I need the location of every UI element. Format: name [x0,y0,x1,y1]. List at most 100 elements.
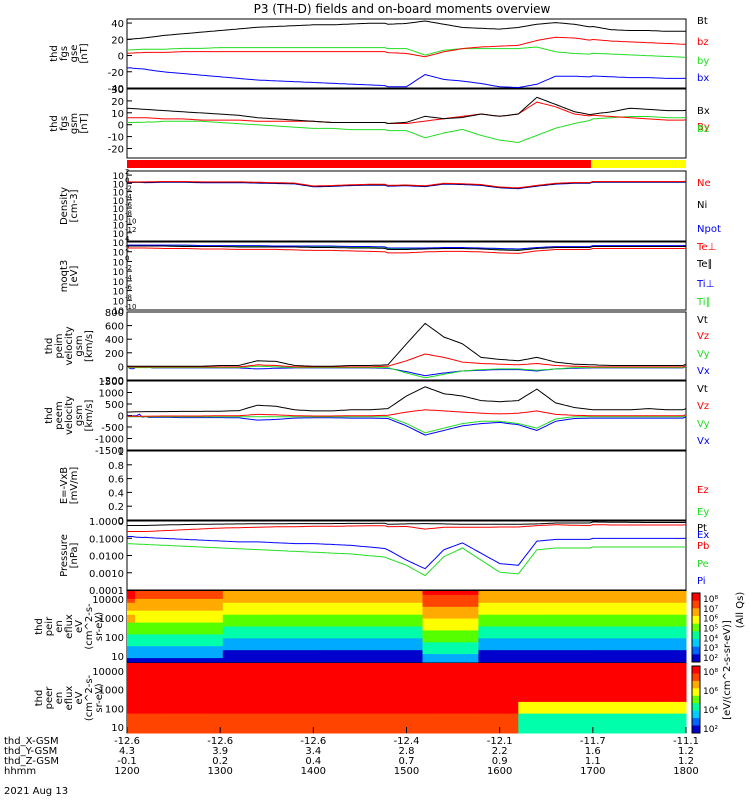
spectrogram-cell [678,682,687,687]
spectrogram-cell [654,650,663,655]
spectrogram-cell [534,698,543,703]
spectrogram-cell [366,682,376,687]
spectrogram-cell [151,713,160,718]
spectrogram-cell [382,694,391,699]
spectrogram-cell [342,717,352,722]
spectrogram-cell [430,725,439,730]
spectrogram-cell [310,701,320,707]
spectrogram-cell [558,725,567,730]
legend-Pi: Pi [697,576,706,587]
spectrogram-cell [486,705,495,711]
spectrogram-cell [390,606,399,612]
spectrogram-cell [454,594,463,600]
spectrogram-cell [590,614,599,620]
spectrogram-cell [350,606,360,612]
spectrogram-cell [598,650,607,655]
spectrogram-cell [638,698,647,703]
spectrogram-cell [670,663,679,668]
spectrogram-cell [630,630,639,635]
spectrogram-cell [286,594,296,600]
spectrogram-cell [398,701,407,707]
spectrogram-cell [590,713,599,718]
spectrogram-cell [182,701,192,707]
spectrogram-cell [374,701,384,707]
spectrogram-cell [638,705,647,711]
spectrogram-cell [510,658,519,663]
spectrogram-cell [302,630,312,635]
spectrogram-cell [358,663,368,668]
spectrogram-cell [462,610,471,616]
spectrogram-cell [358,725,368,730]
spectrogram-cell [614,638,623,643]
spectrogram-cell [374,682,384,687]
spectrogram-cell [422,725,431,730]
spectrogram-cell [198,663,208,668]
spectrogram-cell [446,606,455,612]
spectrogram-cell [174,725,184,730]
spectrogram-cell [302,650,312,655]
spectrogram-cell [278,650,288,655]
spectrogram-cell [518,701,527,707]
spectrogram-cell [558,674,567,680]
spectrogram-cell [246,709,256,715]
spectrogram-cell [670,725,679,730]
spectrogram-cell [374,622,384,627]
spectrogram-cell [646,698,655,703]
spectrogram-cell [638,725,647,730]
spectrogram-cell [430,622,439,627]
spectrogram-cell [566,725,575,730]
spectrogram-cell [374,663,384,668]
spectrogram-cell [174,626,184,631]
spectrogram-cell [270,713,280,718]
spectrogram-cell [294,686,304,691]
spectrogram-cell [510,646,519,651]
spectrogram-cell [222,698,232,703]
spectrogram-cell [598,701,607,707]
spectrogram-cell [214,646,224,651]
spectrogram-cell [262,618,272,623]
spectrogram-cell [590,606,599,612]
spectrogram-cell [182,626,192,631]
spectrogram-cell [646,701,655,707]
spectrogram-cell [270,618,280,623]
spectrogram-cell [127,622,136,627]
spectrogram-cell [198,721,208,726]
spectrogram-cell [598,658,607,663]
spectrogram-cell [598,642,607,647]
spectrogram-cell [526,642,535,647]
spectrogram-cell [630,694,639,699]
spectrogram-cell [510,666,519,672]
colorbar-cell [692,623,700,632]
spectrogram-cell [422,618,431,623]
y-axis-label: peer [44,686,55,710]
spectrogram-cell [590,618,599,623]
spectrogram-cell [350,638,360,643]
spectrogram-cell [630,721,639,726]
spectrogram-cell [462,638,471,643]
spectrogram-cell [238,709,248,715]
spectrogram-cell [502,630,511,635]
spectrogram-cell [174,682,184,687]
spectrogram-cell [270,670,280,676]
spectrogram-cell [422,650,431,655]
y-axis-label: thd [44,338,55,355]
spectrogram-cell [558,630,567,635]
spectrogram-cell [143,721,152,726]
spectrogram-cell [358,646,368,651]
spectrogram-cell [374,630,384,635]
spectrogram-cell [198,610,208,616]
y-tick-label: 0 [118,516,124,527]
spectrogram-cell [414,674,423,680]
spectrogram-cell [646,591,655,596]
spectrogram-cell [598,646,607,651]
spectrogram-cell [214,725,224,730]
spectrogram-cell [446,701,455,707]
legend-Ne: Ne [697,178,711,189]
spectrogram-cell [550,678,559,683]
spectrogram-cell [382,598,391,604]
spectrogram-cell [334,622,344,627]
spectrogram-cell [214,721,224,726]
spectrogram-cell [486,670,495,676]
spectrogram-cell [366,654,376,659]
spectrogram-cell [678,709,687,715]
